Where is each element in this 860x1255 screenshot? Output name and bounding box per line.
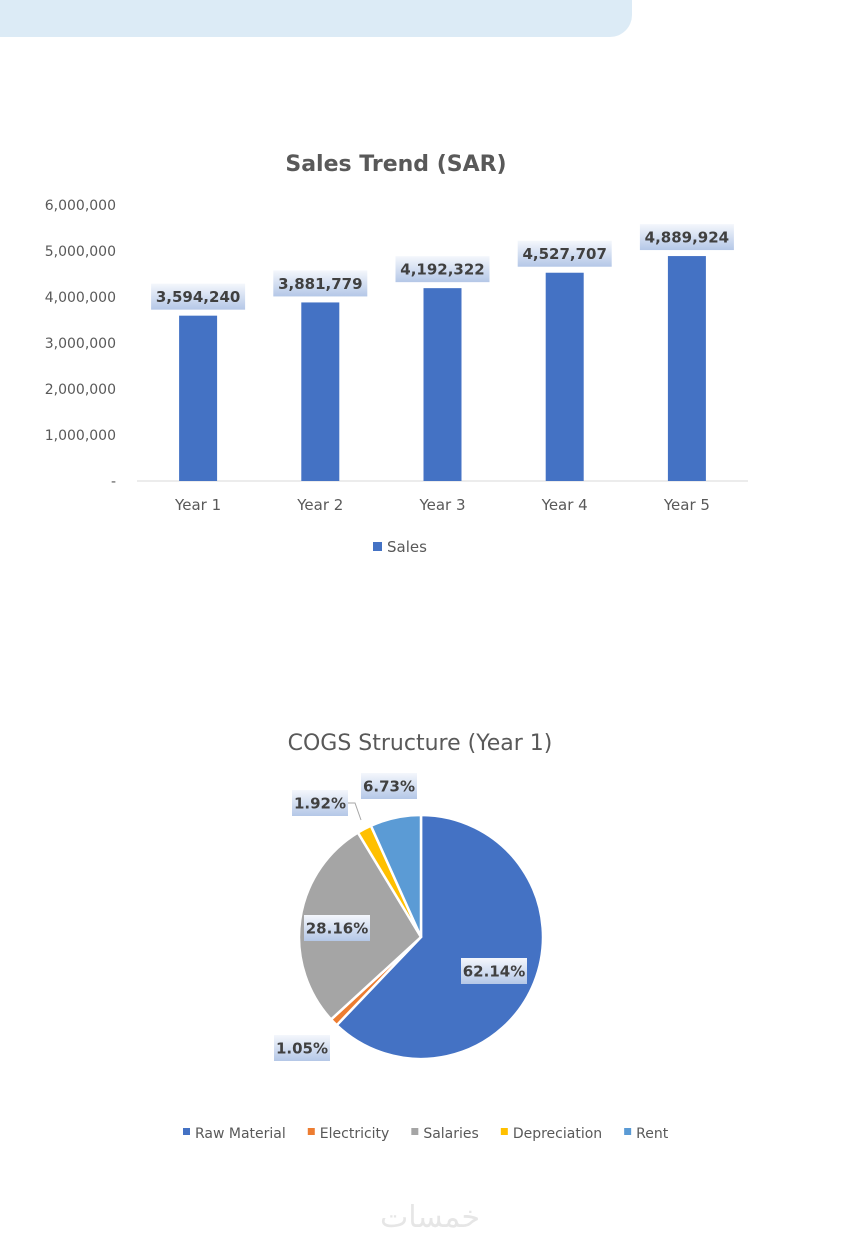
bar-data-label-box (395, 256, 490, 283)
bar-year-3 (423, 288, 462, 481)
legend-swatch-salaries (411, 1128, 419, 1135)
bar-data-label: 3,881,779 (278, 275, 362, 293)
x-tick-label: Year 5 (663, 496, 710, 514)
legend-label-salaries: Salaries (423, 1126, 479, 1142)
y-tick-label: 5,000,000 (45, 244, 116, 260)
legend-swatch-rent (624, 1128, 632, 1135)
pie-data-label: 1.92% (294, 794, 346, 812)
legend-swatch-sales (373, 542, 382, 551)
bar-data-label: 4,889,924 (645, 228, 729, 246)
legend-label-raw-material: Raw Material (195, 1126, 286, 1142)
bar-data-label: 4,192,322 (400, 261, 484, 279)
header-band (0, 0, 632, 37)
legend-label-depreciation: Depreciation (513, 1126, 602, 1142)
pie-data-label: 1.05% (276, 1039, 328, 1057)
bar-data-label: 4,527,707 (522, 245, 606, 263)
bar-year-2 (301, 302, 340, 481)
pie-data-label-box (274, 1035, 330, 1061)
y-tick-label: 6,000,000 (45, 198, 116, 214)
legend-label-electricity: Electricity (320, 1126, 390, 1142)
legend-swatch-electricity (307, 1128, 315, 1135)
legend-label-sales: Sales (387, 538, 427, 556)
y-tick-label: - (111, 474, 116, 490)
x-tick-label: Year 1 (174, 496, 221, 514)
legend-swatch-depreciation (500, 1128, 508, 1135)
bar-data-label-box (639, 224, 734, 251)
pie-data-label-box (461, 958, 527, 984)
bar-year-4 (545, 272, 584, 481)
y-tick-label: 4,000,000 (45, 290, 116, 306)
x-tick-label: Year 2 (296, 496, 343, 514)
y-tick-label: 1,000,000 (45, 428, 116, 444)
bar-year-5 (667, 256, 706, 481)
pie-data-label-box (361, 773, 417, 799)
x-tick-label: Year 3 (418, 496, 465, 514)
legend-label-rent: Rent (636, 1126, 669, 1142)
pie-slice-rent (369, 813, 423, 938)
leader-line-depreciation (347, 802, 362, 821)
pie-data-label-box (292, 790, 348, 816)
pie-chart-title: COGS Structure (Year 1) (288, 731, 553, 756)
legend-swatch-raw-material (183, 1128, 190, 1135)
y-tick-label: 2,000,000 (45, 382, 116, 398)
khamsat-watermark-logo: خمسات (379, 1200, 481, 1235)
bar-data-label: 3,594,240 (156, 288, 240, 306)
bar-data-label-box (273, 270, 368, 297)
bar-year-1 (179, 315, 218, 481)
pie-data-label-box (304, 915, 370, 941)
pie-data-label: 28.16% (306, 919, 368, 937)
pie-data-label: 62.14% (463, 962, 525, 980)
bar-data-label-box (151, 283, 246, 310)
y-tick-label: 3,000,000 (45, 336, 116, 352)
pie-data-label: 6.73% (363, 777, 415, 795)
bar-data-label-box (517, 240, 612, 267)
bar-chart-title: Sales Trend (SAR) (285, 152, 506, 177)
x-tick-label: Year 4 (541, 496, 588, 514)
pie-slice-raw-material (334, 813, 545, 1061)
